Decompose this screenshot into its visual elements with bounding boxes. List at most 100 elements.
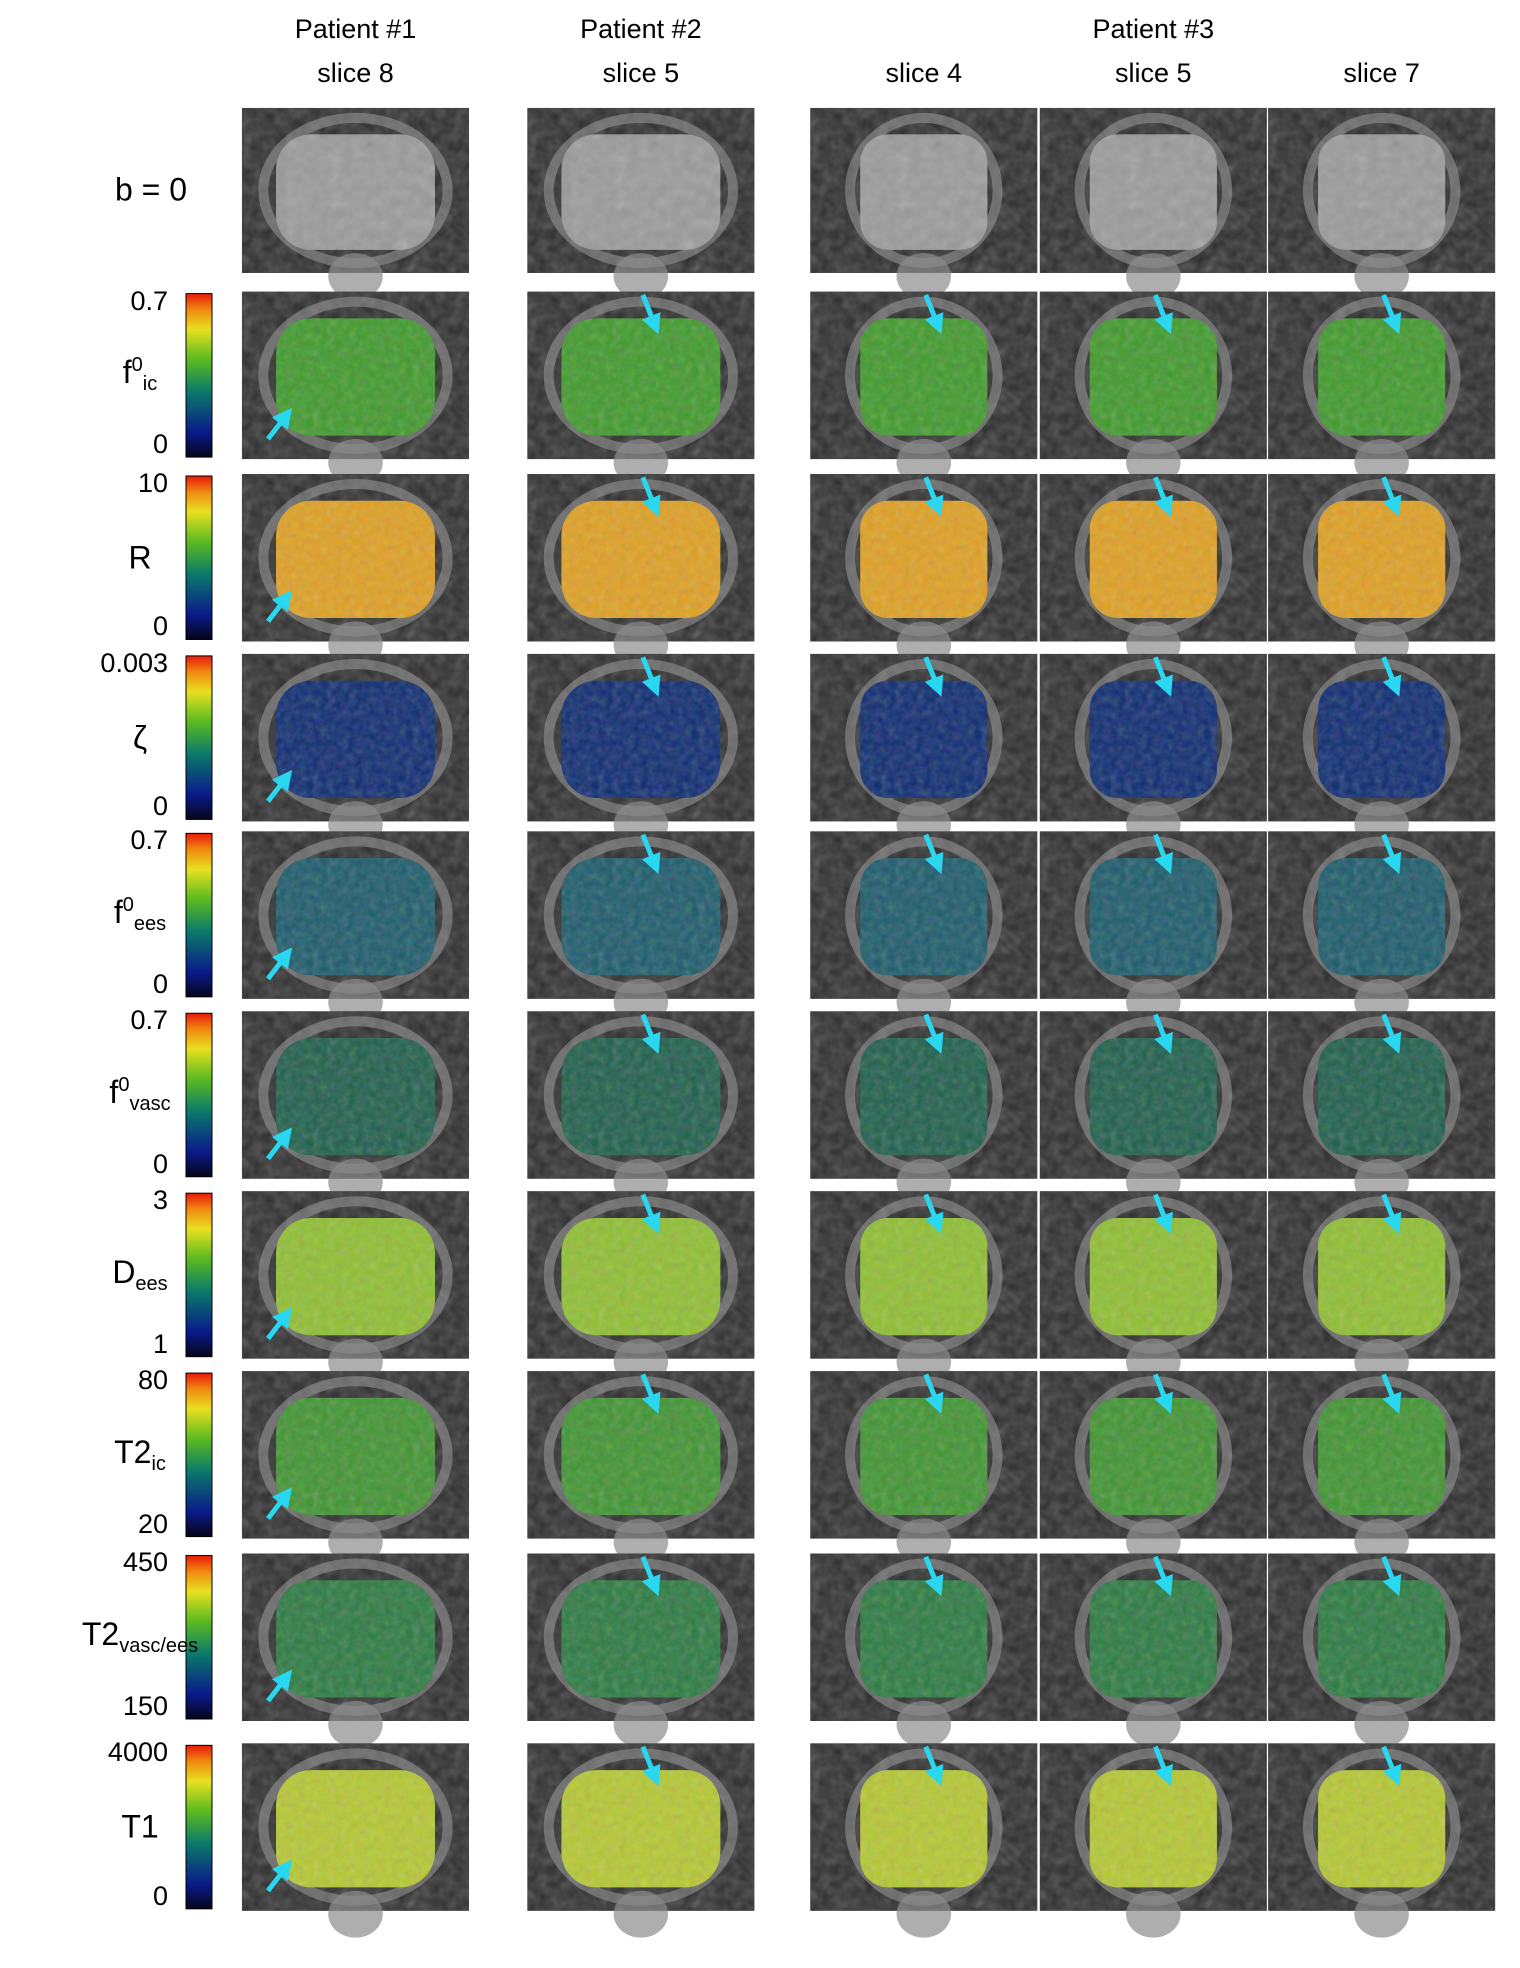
arrow: [266, 1127, 293, 1161]
image-cell: [810, 1743, 1038, 1938]
image-cell: [527, 1191, 755, 1386]
arrow: [923, 1745, 944, 1787]
row-label: f0vasc: [109, 1074, 170, 1116]
image-cell: [1268, 473, 1496, 669]
arrow: [923, 1555, 944, 1597]
row-label: Dees: [112, 1254, 167, 1296]
arrow: [923, 1373, 944, 1414]
arrow: [923, 294, 944, 335]
image-cell: [810, 653, 1038, 849]
arrow: [923, 833, 944, 875]
arrow: [1381, 833, 1402, 875]
colorbar: [185, 1012, 213, 1178]
image-cell: [810, 1553, 1038, 1748]
rectum: [613, 1890, 669, 1938]
image-cell: [527, 1743, 755, 1938]
map-texture: [1089, 1397, 1217, 1516]
rectum: [896, 1890, 952, 1938]
image-cell: [241, 473, 470, 669]
map-texture: [1318, 500, 1446, 619]
rectum: [328, 1890, 383, 1938]
map-texture: [276, 1217, 435, 1336]
map-texture: [276, 318, 435, 436]
image-cell: [527, 1371, 755, 1566]
rectum: [1354, 253, 1409, 300]
map-texture: [1089, 858, 1217, 976]
map-texture: [860, 1038, 988, 1156]
image-cell: [241, 653, 470, 849]
image-cell: [810, 1191, 1038, 1386]
arrow: [266, 1487, 293, 1521]
arrow: [1153, 1193, 1173, 1234]
label-base: b = 0: [114, 171, 188, 208]
map-texture: [1089, 1770, 1217, 1888]
image-cell: [1268, 1371, 1496, 1566]
colorbar-min: 150: [122, 1690, 168, 1721]
row-label: T1: [121, 1809, 158, 1846]
arrow: [1381, 1745, 1402, 1787]
arrow: [266, 769, 293, 803]
map-texture: [860, 680, 988, 798]
label-sub: ic: [142, 373, 158, 396]
colorbar: [185, 832, 213, 998]
arrow: [1381, 1555, 1402, 1597]
map-texture: [1089, 318, 1217, 436]
image-cell: [241, 1011, 470, 1206]
colorbar-max: 80: [137, 1365, 168, 1396]
colorbar-max: 0.7: [130, 1005, 168, 1036]
rectum: [1126, 253, 1181, 300]
arrow: [923, 1013, 944, 1055]
map-texture: [860, 500, 988, 619]
map-texture: [860, 134, 988, 250]
arrow: [266, 1669, 293, 1703]
arrow: [1153, 656, 1173, 697]
map-texture: [561, 1217, 721, 1336]
map-texture: [276, 1580, 435, 1698]
map-texture: [561, 680, 721, 798]
arrow: [640, 1555, 661, 1597]
label-sub: vasc/ees: [119, 1635, 199, 1658]
image-cell: [810, 473, 1038, 669]
arrow: [640, 1745, 661, 1787]
map-texture: [860, 1580, 988, 1698]
colorbar-min: 0: [152, 968, 168, 999]
slice-label: slice 8: [317, 58, 394, 88]
image-cell: [810, 107, 1038, 300]
arrow: [640, 1013, 661, 1055]
arrow: [1153, 1745, 1173, 1787]
image-cell: [241, 831, 470, 1026]
map-texture: [1318, 1770, 1446, 1888]
group-label: Patient #3: [1092, 14, 1215, 44]
map-texture: [860, 1217, 988, 1336]
map-texture: [561, 858, 721, 976]
row-label: T2ic: [114, 1434, 166, 1476]
colorbar-min: 0: [152, 1148, 168, 1179]
image-cell: [1268, 831, 1496, 1026]
label-base: ζ: [132, 719, 148, 756]
arrow: [1381, 1373, 1402, 1414]
colorbar-min: 0: [152, 611, 168, 642]
map-texture: [561, 1580, 721, 1698]
row-label: T2vasc/ees: [82, 1616, 198, 1658]
colorbar: [185, 1192, 213, 1358]
colorbar-min: 0: [152, 1880, 168, 1911]
rectum: [613, 253, 669, 300]
map-texture: [860, 1770, 988, 1888]
label-sub: ic: [151, 1453, 166, 1476]
arrow: [923, 476, 944, 517]
label-sub: ees: [133, 913, 167, 936]
rectum: [1126, 1890, 1181, 1938]
map-texture: [1089, 680, 1217, 798]
rectum: [1354, 1700, 1409, 1748]
colorbar-max: 10: [137, 467, 168, 498]
map-texture: [860, 318, 988, 436]
colorbar: [185, 1744, 213, 1910]
image-cell: [527, 831, 755, 1026]
colorbar-max: 450: [122, 1547, 168, 1578]
image-cell: [1039, 1553, 1267, 1748]
map-texture: [1089, 134, 1217, 250]
image-cell: [810, 1371, 1038, 1566]
row-label: f0ees: [114, 894, 166, 936]
image-cell: [241, 107, 470, 300]
